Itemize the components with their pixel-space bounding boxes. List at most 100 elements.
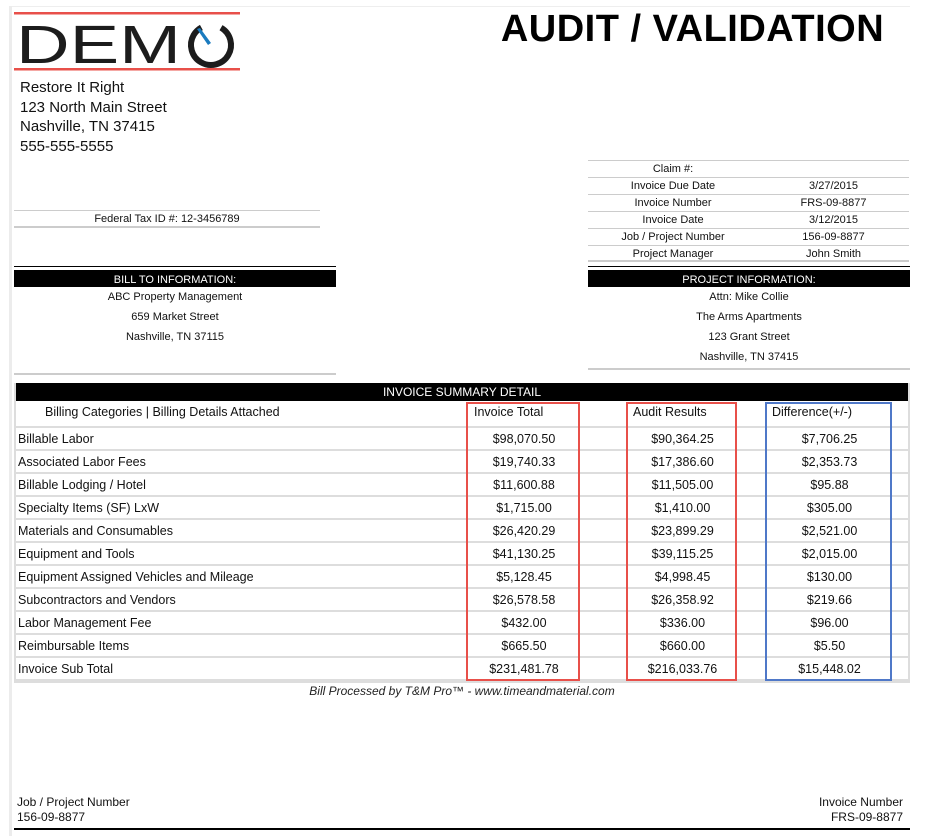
meta-value — [758, 161, 909, 177]
meta-value: 156-09-8877 — [802, 231, 865, 243]
table-row: Subcontractors and Vendors $26,578.58 $26,… — [16, 589, 908, 612]
project-info-section: PROJECT INFORMATION: Attn: Mike Collie T… — [588, 270, 910, 370]
difference-cell: $15,448.02 — [798, 662, 861, 676]
processed-by-note: Bill Processed by T&M Pro™ - www.timeand… — [309, 684, 615, 698]
meta-value: FRS-09-8877 — [800, 197, 867, 209]
audit-results-cell: $23,899.29 — [651, 524, 714, 538]
audit-results-cell: $17,386.60 — [651, 455, 714, 469]
meta-label: Job / Project Number — [621, 231, 725, 243]
footer-left-label: Job / Project Number — [17, 795, 130, 809]
audit-results-highlight — [626, 402, 737, 681]
invoice-total-cell: $5,128.45 — [496, 570, 552, 584]
meta-row: Invoice Date 3/12/2015 — [588, 211, 909, 228]
company-street: 123 North Main Street — [20, 98, 167, 116]
company-name: Restore It Right — [20, 79, 125, 96]
project-info-line: Attn: Mike Collie — [709, 291, 789, 303]
table-row: Materials and Consumables $26,420.29 $23,8… — [16, 520, 908, 543]
summary-title: INVOICE SUMMARY DETAIL — [16, 383, 908, 401]
audit-results-cell: $26,358.92 — [651, 593, 714, 607]
col-audit-results: Audit Results — [633, 405, 707, 419]
invoice-total-highlight — [466, 402, 580, 681]
category-cell: Materials and Consumables — [18, 524, 173, 538]
divider — [14, 347, 336, 375]
difference-cell: $2,521.00 — [801, 524, 858, 538]
difference-cell: $95.88 — [810, 478, 849, 492]
table-row: Billable Labor $98,070.50 $90,364.25 $7,706… — [16, 428, 908, 451]
meta-value: 3/27/2015 — [809, 180, 858, 192]
invoice-total-cell: $432.00 — [501, 616, 547, 630]
difference-cell: $5.50 — [813, 639, 846, 653]
bill-to-heading: BILL TO INFORMATION: — [14, 270, 336, 287]
meta-row: Job / Project Number 156-09-8877 — [588, 228, 909, 245]
category-cell: Billable Labor — [18, 432, 94, 446]
category-cell: Reimbursable Items — [18, 639, 130, 653]
category-cell: Subcontractors and Vendors — [18, 593, 176, 607]
audit-results-cell: $1,410.00 — [654, 501, 711, 515]
company-phone: 555-555-5555 — [20, 137, 114, 155]
category-cell: Associated Labor Fees — [18, 455, 146, 469]
project-info-line: Nashville, TN 37415 — [699, 351, 799, 363]
invoice-total-cell: $231,481.78 — [489, 662, 559, 676]
meta-label: Invoice Date — [642, 214, 704, 226]
table-row: Billable Lodging / Hotel $11,600.88 $11,50… — [16, 474, 908, 497]
audit-results-cell: $90,364.25 — [651, 432, 714, 446]
invoice-total-cell: $26,578.58 — [492, 593, 556, 607]
audit-results-cell: $11,505.00 — [651, 478, 714, 492]
invoice-total-cell: $11,600.88 — [493, 478, 555, 492]
table-row: Equipment Assigned Vehicles and Mileage $… — [16, 566, 908, 589]
difference-highlight — [765, 402, 892, 681]
category-cell: Specialty Items (SF) LxW — [18, 501, 159, 515]
difference-cell: $2,353.73 — [801, 455, 858, 469]
page-top-border — [12, 6, 910, 7]
svg-text:DEM: DEM — [16, 15, 181, 72]
table-row: Specialty Items (SF) LxW $1,715.00 $1,410.… — [16, 497, 908, 520]
invoice-total-cell: $665.50 — [501, 639, 547, 653]
meta-label: Invoice Due Date — [630, 180, 716, 192]
col-difference: Difference(+/-) — [772, 405, 853, 419]
category-cell: Equipment and Tools — [18, 547, 135, 561]
meta-row: Project Manager John Smith — [588, 245, 909, 262]
meta-row: Invoice Number FRS-09-8877 — [588, 194, 909, 211]
company-address: Restore It Right 123 North Main Street N… — [20, 78, 167, 156]
audit-results-cell: $39,115.25 — [651, 547, 714, 561]
bill-to-line: ABC Property Management — [107, 291, 243, 303]
table-row: Reimbursable Items $665.50 $660.00 $5.50 — [16, 635, 908, 658]
page-title: AUDIT / VALIDATION — [500, 8, 885, 50]
table-row: Labor Management Fee $432.00 $336.00 $96.00 — [16, 612, 908, 635]
footer-right-value: FRS-09-8877 — [830, 810, 903, 824]
federal-tax-id: Federal Tax ID #: 12-3456789 — [14, 210, 320, 228]
difference-cell: $305.00 — [806, 501, 853, 515]
meta-label: Project Manager — [632, 248, 714, 260]
invoice-total-cell: $19,740.33 — [492, 455, 556, 469]
footer-left-value: 156-09-8877 — [17, 810, 86, 824]
footer-job-number: Job / Project Number 156-09-8877 — [17, 795, 130, 825]
bill-to-section: BILL TO INFORMATION: ABC Property Manage… — [14, 270, 336, 375]
audit-results-cell: $4,998.45 — [654, 570, 711, 584]
invoice-meta-table: Claim #: Invoice Due Date 3/27/2015 Invoi… — [588, 160, 909, 262]
col-categories: Billing Categories | Billing Details Att… — [45, 405, 280, 419]
difference-cell: $130.00 — [806, 570, 853, 584]
table-row: Associated Labor Fees $19,740.33 $17,386.6… — [16, 451, 908, 474]
category-cell: Labor Management Fee — [18, 616, 152, 630]
difference-cell: $219.66 — [806, 593, 853, 607]
project-info-line: 123 Grant Street — [708, 331, 790, 343]
meta-label: Claim #: — [652, 163, 694, 175]
meta-label: Invoice Number — [634, 197, 712, 209]
audit-results-cell: $216,033.76 — [647, 662, 718, 676]
category-cell: Billable Lodging / Hotel — [18, 478, 146, 492]
difference-cell: $7,706.25 — [801, 432, 858, 446]
difference-cell: $96.00 — [810, 616, 849, 630]
col-invoice-total: Invoice Total — [474, 405, 544, 419]
invoice-total-cell: $98,070.50 — [492, 432, 556, 446]
difference-cell: $2,015.00 — [801, 547, 858, 561]
category-cell: Equipment Assigned Vehicles and Mileage — [18, 570, 254, 584]
table-row: Equipment and Tools $41,130.25 $39,115.25 $… — [16, 543, 908, 566]
divider — [588, 367, 910, 370]
footer-rule — [14, 828, 910, 830]
demo-logo: DEM — [14, 12, 240, 72]
bill-to-line: 659 Market Street — [131, 311, 219, 323]
meta-row: Invoice Due Date 3/27/2015 — [588, 177, 909, 194]
table-header: Billing Categories | Billing Details Att… — [16, 401, 908, 428]
category-cell: Invoice Sub Total — [18, 662, 113, 676]
footer-invoice-number: Invoice Number FRS-09-8877 — [819, 795, 903, 825]
